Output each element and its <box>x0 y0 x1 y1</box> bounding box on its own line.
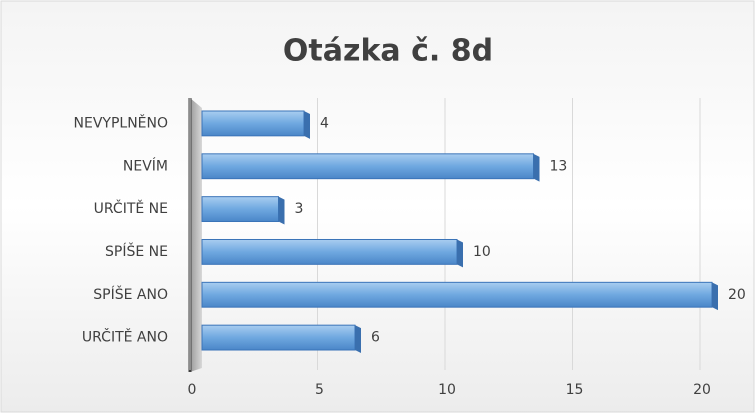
data-label: 6 <box>371 330 380 346</box>
bar <box>201 281 718 311</box>
data-label: 10 <box>473 244 491 260</box>
x-tick-label: 15 <box>566 382 584 398</box>
bar <box>201 238 463 268</box>
x-tick-label: 5 <box>315 382 324 398</box>
y-tick-label: URČITĚ NE <box>94 199 168 217</box>
bar <box>201 196 285 225</box>
bar <box>201 324 361 354</box>
chart-title: Otázka č. 8d <box>283 34 493 69</box>
side-wall <box>190 98 202 372</box>
data-label: 20 <box>728 287 746 303</box>
x-tick-label: 20 <box>693 382 711 398</box>
x-tick-label: 10 <box>438 382 456 398</box>
x-tick-label: 0 <box>188 382 197 398</box>
y-tick-label: NEVÍM <box>123 157 168 174</box>
y-tick-label: URČITĚ ANO <box>82 328 168 346</box>
bar <box>201 153 540 182</box>
bar <box>201 110 310 139</box>
y-tick-label: SPÍŠE NE <box>105 242 168 260</box>
y-tick-label: SPÍŠE ANO <box>93 285 168 303</box>
data-label: 4 <box>320 115 329 131</box>
y-tick-label: NEVYPLNĚNO <box>74 114 169 131</box>
data-label: 3 <box>295 201 304 217</box>
data-label: 13 <box>550 158 568 174</box>
